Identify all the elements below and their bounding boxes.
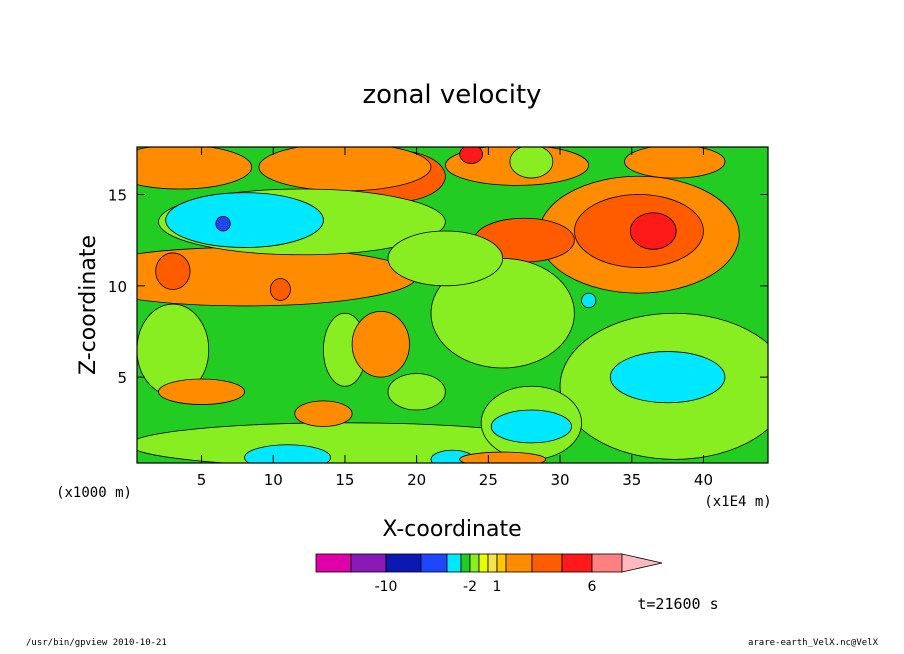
x-units-label: (x1E4 m): [704, 494, 771, 510]
colorbar-cell: [315, 553, 352, 573]
x-tick-label: 20: [407, 471, 426, 489]
colorbar-cell: [531, 553, 563, 573]
y-axis-label: Z-coordinate: [76, 235, 101, 375]
contour-region: [215, 216, 231, 232]
colorbar: [315, 553, 663, 573]
contour-regions: [137, 147, 768, 463]
contour-region: [459, 451, 547, 463]
colorbar-tick-label: -10: [375, 579, 398, 595]
colorbar-cell: [478, 553, 489, 573]
colorbar-tick-label: 1: [493, 579, 502, 595]
colorbar-cell: [460, 553, 471, 573]
contour-region: [459, 147, 484, 164]
colorbar-cell: [446, 553, 462, 573]
x-tick-label: 5: [197, 471, 207, 489]
x-tick-label: 35: [622, 471, 641, 489]
colorbar-tick-label: 6: [588, 579, 597, 595]
colorbar-cell: [561, 553, 593, 573]
colorbar-cell: [591, 553, 623, 573]
contour-region: [165, 192, 324, 248]
colorbar-tick-labels: -10 -2 1 6: [375, 579, 597, 595]
contour-region: [137, 147, 253, 190]
chart-title: zonal velocity: [362, 80, 541, 110]
contour-region: [137, 247, 417, 307]
contour-region: [387, 373, 446, 411]
colorbar-cell: [487, 553, 498, 573]
contour-region: [509, 147, 554, 179]
plot-area: [136, 146, 769, 464]
colorbar-cell: [469, 553, 480, 573]
colorbar-arrow: [621, 553, 663, 573]
x-tick-label: 30: [551, 471, 570, 489]
colorbar-cell: [350, 553, 387, 573]
colorbar-cell: [496, 553, 507, 573]
x-axis-label: X-coordinate: [382, 517, 521, 542]
colorbar-cell: [505, 553, 533, 573]
contour-region: [351, 310, 410, 378]
x-tick-label: 15: [335, 471, 354, 489]
plot-frame: [136, 146, 769, 464]
contour-region: [158, 378, 245, 405]
contour-region: [244, 444, 331, 463]
footer-right: arare-earth_VelX.nc@VelX: [747, 638, 878, 648]
contour-region: [624, 147, 726, 179]
contour-region: [490, 409, 572, 444]
x-axis: 5 10 15 20 25 30 35 40: [197, 147, 713, 489]
time-label: t=21600 s: [637, 595, 718, 613]
footer-left: /usr/bin/gpview 2010-10-21: [26, 638, 167, 648]
colorbar-cell: [420, 553, 448, 573]
colorbar-cell: [385, 553, 422, 573]
contour-region: [581, 292, 597, 309]
x-tick-label: 10: [264, 471, 283, 489]
contour-region: [629, 212, 677, 250]
x-tick-label: 25: [479, 471, 498, 489]
y-axis: 5 10 15: [108, 186, 768, 387]
x-tick-label: 40: [694, 471, 713, 489]
contour-region: [155, 252, 191, 290]
z-units-label: (x1000 m): [56, 485, 132, 501]
y-tick-label: 10: [108, 278, 127, 296]
contour-region: [609, 351, 726, 404]
contour-region: [269, 278, 291, 301]
contour-region: [294, 400, 353, 427]
contour-region: [387, 230, 504, 287]
y-tick-label: 5: [117, 369, 127, 387]
colorbar-tick-label: -2: [463, 579, 477, 595]
y-tick-label: 15: [108, 186, 127, 204]
